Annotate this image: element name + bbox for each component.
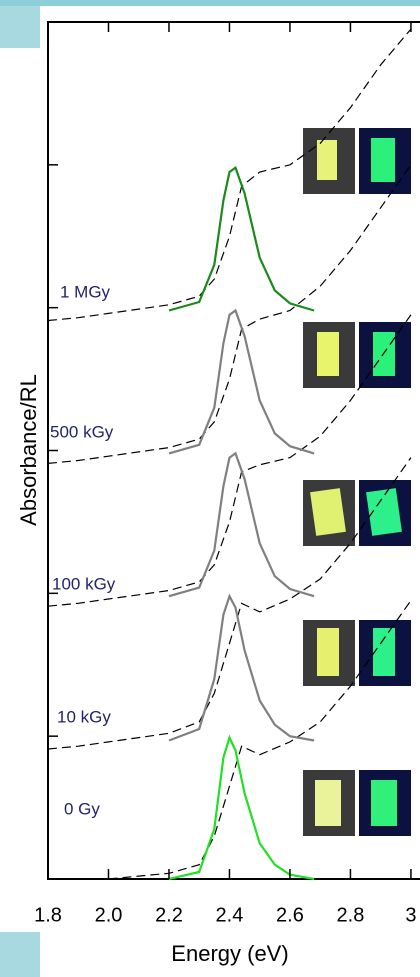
rl-line — [169, 738, 314, 879]
rl-line — [169, 311, 314, 454]
rl-line — [169, 453, 314, 596]
series-label: 0 Gy — [64, 799, 100, 818]
absorbance-line — [48, 458, 411, 749]
rl-line — [169, 168, 314, 311]
series-label: 10 kGy — [57, 707, 111, 726]
decor-strip — [0, 0, 420, 6]
x-tick-label: 1.8 — [34, 904, 62, 926]
sample-photos — [303, 128, 411, 836]
x-tick-label: 2.4 — [216, 904, 244, 926]
x-axis-label: Energy (eV) — [171, 941, 288, 966]
series-label: 100 kGy — [52, 574, 116, 593]
y-axis-label: Absorbance/RL — [16, 374, 41, 526]
x-tick-label: 3 — [405, 904, 416, 926]
x-tick-label: 2.8 — [337, 904, 365, 926]
x-tick-label: 2.6 — [276, 904, 304, 926]
chart: Absorbance/RL Energy (eV) 1.8 2.0 2.2 2.4 2.… — [0, 0, 420, 977]
series-label: 1 MGy — [60, 282, 111, 301]
decor-strip — [0, 0, 40, 48]
plot-area — [48, 29, 411, 879]
decor-strip — [0, 932, 40, 977]
x-tick-label: 2.2 — [155, 904, 183, 926]
rl-line — [169, 596, 314, 740]
series-label: 500 kGy — [50, 422, 114, 441]
x-tick-label: 2.0 — [95, 904, 123, 926]
